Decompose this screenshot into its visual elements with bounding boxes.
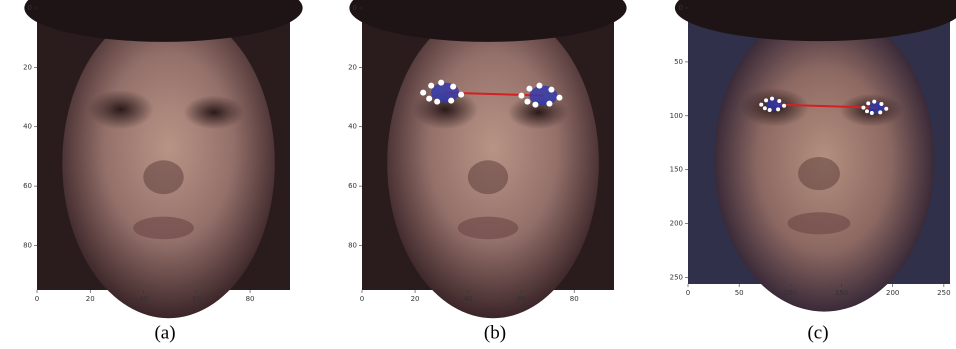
landmark [782,104,786,108]
landmark [434,99,440,105]
y-tick-label: 250 [670,274,683,282]
landmark [872,100,876,104]
landmark [768,108,772,112]
landmark [536,83,542,89]
x-tick-label: 40 [139,295,148,303]
landmark [861,106,865,110]
caption: (a) [154,322,175,343]
x-tick-label: 150 [835,289,848,297]
y-tick-label: 60 [348,182,357,190]
y-tick-label: 0 [28,4,32,12]
caption: (c) [807,322,828,343]
mouth [133,217,194,240]
mouth [458,217,518,240]
landmark [776,107,780,111]
x-tick-label: 80 [246,295,255,303]
nose [143,160,183,194]
x-tick-label: 80 [570,295,579,303]
y-tick-label: 50 [674,58,683,66]
mouth [788,212,851,234]
landmark [518,93,524,99]
y-tick-label: 40 [23,123,32,131]
y-tick-label: 60 [23,182,32,190]
landmark [420,90,426,96]
x-tick-label: 40 [464,295,473,303]
y-tick-label: 80 [348,241,357,249]
x-tick-label: 0 [360,295,364,303]
nose [468,160,508,194]
landmark [879,102,883,106]
landmark [777,99,781,103]
landmark [546,101,552,107]
y-tick-label: 80 [23,241,32,249]
landmark [458,92,464,98]
caption: (b) [484,322,506,343]
nose [798,157,840,190]
landmark [866,101,870,105]
y-tick-label: 20 [23,63,32,71]
panel: 0 20 40 60 80 0 20 40 60 80 (b) [348,0,627,343]
x-tick-label: 0 [686,289,690,297]
landmark [878,110,882,114]
x-tick-label: 250 [937,289,950,297]
panel: 0 20 40 60 80 0 20 40 60 80 (a) [23,0,303,343]
eye-right [184,95,245,129]
y-tick-label: 0 [353,4,357,12]
landmark [556,95,562,101]
y-tick-label: 20 [348,63,357,71]
landmark [763,106,767,110]
x-tick-label: 20 [411,295,420,303]
landmark [865,109,869,113]
landmark [770,97,774,101]
landmark [532,102,538,108]
figure: 0 20 40 60 80 0 20 40 60 80 (a) 0 20 40 60 80 0 20 40 60 80 (… [0,0,956,349]
landmark [426,96,432,102]
landmark [884,107,888,111]
x-tick-label: 0 [35,295,39,303]
y-tick-label: 200 [670,220,683,228]
landmark [524,99,530,105]
y-tick-label: 0 [679,4,683,12]
x-tick-label: 20 [86,295,95,303]
y-tick-label: 150 [670,166,683,174]
landmark [759,103,763,107]
y-tick-label: 100 [670,112,683,120]
landmark [428,83,434,89]
landmark [438,80,444,86]
landmark [870,111,874,115]
landmark [764,98,768,102]
landmark [548,87,554,93]
y-tick-label: 40 [348,123,357,131]
landmark [450,84,456,90]
landmark [526,86,532,92]
x-tick-label: 100 [784,289,797,297]
x-tick-label: 200 [886,289,899,297]
landmark [448,98,454,104]
x-tick-label: 50 [735,289,744,297]
x-tick-label: 60 [517,295,526,303]
x-tick-label: 60 [192,295,201,303]
eye-left [88,90,154,129]
